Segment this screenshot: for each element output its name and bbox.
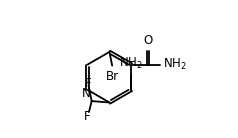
Text: NH$_2$: NH$_2$ (119, 56, 143, 71)
Text: N: N (81, 87, 90, 100)
Text: Br: Br (106, 70, 119, 83)
Text: NH$_2$: NH$_2$ (164, 57, 187, 72)
Text: O: O (143, 34, 152, 47)
Text: F: F (85, 77, 92, 90)
Text: F: F (84, 110, 91, 123)
